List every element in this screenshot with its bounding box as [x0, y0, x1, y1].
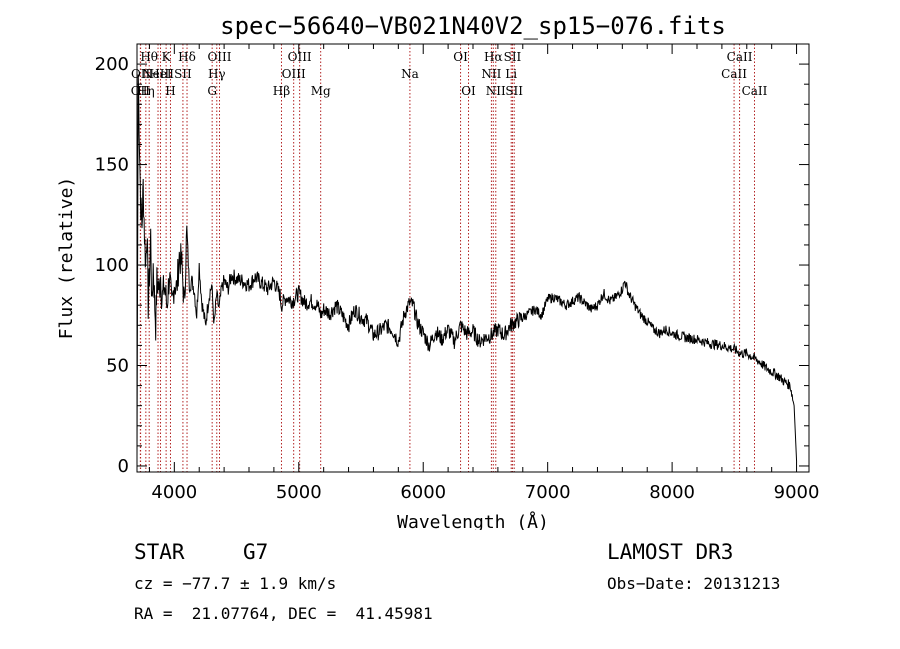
line-label: Mg [311, 84, 331, 98]
line-label: NeIII [142, 67, 174, 81]
y-axis-label: Flux (relative) [56, 177, 77, 340]
survey-name: LAMOST DR3 [607, 540, 734, 564]
line-label: CaII [721, 67, 747, 81]
object-class: STAR [134, 540, 185, 564]
x-tick-label: 4000 [151, 482, 197, 503]
line-label: Hγ [208, 67, 226, 81]
line-label: OI [453, 50, 468, 64]
x-axis-label: Wavelength (Å) [397, 511, 549, 530]
line-label: Hθ [140, 50, 158, 64]
line-label: OII [131, 84, 151, 98]
line-label: Hβ [273, 84, 290, 98]
plot-frame [136, 43, 810, 473]
redshift-velocity: cz = −77.7 ± 1.9 km/s [134, 574, 337, 593]
line-label: SII [505, 84, 523, 98]
coordinates: RA = 21.07764, DEC = 41.45981 [134, 604, 433, 623]
line-label: H [165, 84, 175, 98]
line-label: Li [505, 67, 517, 81]
x-axis: 4000 5000 6000 7000 8000 9000 [148, 44, 820, 503]
line-label: OIII [288, 50, 312, 64]
spectrum-chart: spec−56640−VB021N40V2_sp15−076.fits OII O… [56, 12, 820, 530]
y-axis: 0 50 100 150 200 [95, 54, 809, 477]
line-label: CaII [727, 50, 753, 64]
line-label: NII [486, 84, 506, 98]
line-label: OII [131, 67, 151, 81]
line-label: HeI [149, 67, 172, 81]
y-tick-label: 50 [106, 356, 129, 377]
line-label: SII [504, 50, 522, 64]
y-tick-label: 200 [95, 54, 129, 75]
line-label: Na [401, 67, 419, 81]
line-label: OIII [282, 67, 306, 81]
line-label: Hα [484, 50, 503, 64]
observation-date: Obs−Date: 20131213 [607, 574, 781, 593]
line-label: OIII [207, 50, 231, 64]
line-label: NII [481, 67, 501, 81]
x-tick-label: 8000 [649, 482, 695, 503]
line-label: G [207, 84, 217, 98]
y-tick-label: 150 [95, 155, 129, 176]
x-tick-label: 5000 [276, 482, 322, 503]
emission-line-labels: OIIOIIHηHθNeIIIHeIKHSIIHδGHγOIIIHβOIIIOI… [131, 50, 768, 98]
spectral-subclass: G7 [243, 540, 269, 564]
x-tick-label: 9000 [774, 482, 820, 503]
x-tick-label: 6000 [400, 482, 446, 503]
line-label: Hη [137, 84, 155, 98]
line-label: OI [461, 84, 476, 98]
line-label: CaII [742, 84, 768, 98]
line-label: SII [174, 67, 192, 81]
emission-line-markers [139, 44, 755, 472]
spectrum-line [136, 74, 798, 463]
line-label: K [162, 50, 172, 64]
x-tick-label: 7000 [525, 482, 571, 503]
line-label: Hδ [178, 50, 196, 64]
chart-title: spec−56640−VB021N40V2_sp15−076.fits [220, 12, 726, 40]
y-tick-label: 0 [118, 456, 129, 477]
y-tick-label: 100 [95, 255, 129, 276]
